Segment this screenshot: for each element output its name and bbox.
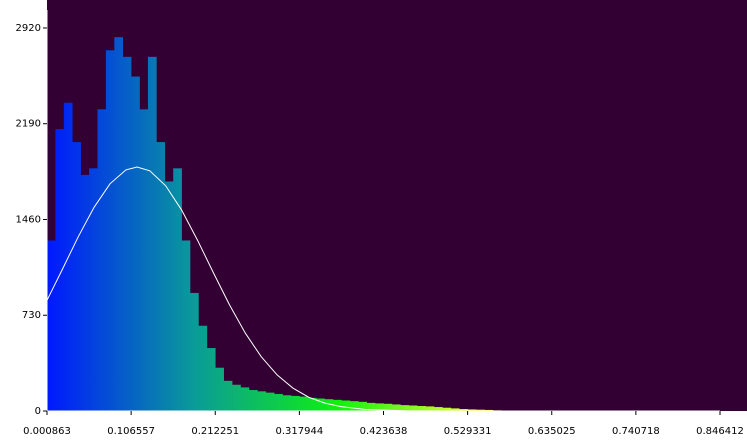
- bar: [114, 37, 124, 412]
- bar: [164, 181, 174, 411]
- bar: [80, 174, 90, 411]
- bar: [97, 109, 107, 412]
- bar: [433, 407, 443, 411]
- bar: [391, 404, 401, 411]
- bar: [358, 401, 367, 411]
- bar: [383, 403, 393, 411]
- bar: [240, 387, 250, 411]
- bar: [156, 142, 166, 411]
- bar: [282, 395, 292, 411]
- bar: [400, 405, 410, 411]
- bar: [190, 292, 199, 411]
- bar: [307, 397, 317, 411]
- bar: [223, 380, 233, 411]
- bar: [450, 408, 460, 411]
- bar: [47, 240, 56, 411]
- bar: [408, 405, 418, 411]
- bar: [274, 393, 283, 411]
- y-tick-label: 730: [22, 310, 41, 321]
- bar: [72, 142, 81, 411]
- x-tick-label: 0.423638: [360, 426, 408, 437]
- x-tick-label: 0.846412: [696, 426, 744, 437]
- bar: [131, 76, 140, 411]
- bar: [366, 402, 376, 411]
- bar: [248, 390, 258, 411]
- bar: [139, 109, 149, 412]
- bar: [375, 403, 384, 411]
- bar: [459, 409, 468, 411]
- bar: [265, 392, 275, 411]
- y-tick-label: 2190: [16, 119, 41, 130]
- bar: [484, 409, 494, 411]
- bar: [324, 399, 334, 411]
- y-tick-label: 2920: [16, 23, 41, 34]
- bar: [341, 400, 351, 411]
- bar: [232, 384, 241, 411]
- fit-curve: [46, 166, 720, 412]
- bar: [206, 348, 216, 411]
- x-tick-label: 0.317944: [276, 426, 324, 437]
- bar: [425, 406, 435, 411]
- x-tick-label: 0.000863: [23, 426, 71, 437]
- bar: [198, 325, 208, 411]
- bar: [105, 50, 115, 411]
- x-tick-label: 0.635025: [528, 426, 576, 437]
- bar: [257, 391, 267, 411]
- x-tick-label: 0.740718: [612, 426, 660, 437]
- bar: [467, 409, 477, 411]
- bar: [122, 56, 132, 411]
- bar: [215, 367, 224, 411]
- bar: [55, 128, 65, 411]
- bar: [290, 395, 300, 411]
- bar: [442, 407, 452, 411]
- y-tick-label: 1460: [16, 214, 41, 225]
- y-tick-label: 0: [35, 406, 41, 417]
- x-tick-label: 0.106557: [107, 426, 155, 437]
- bar: [316, 398, 325, 411]
- bar: [299, 396, 309, 411]
- bar: [417, 406, 426, 411]
- bar: [89, 168, 98, 411]
- bar: [181, 240, 191, 411]
- bar: [349, 401, 359, 411]
- bar: [147, 56, 157, 411]
- bar: [476, 409, 485, 411]
- bar: [173, 168, 182, 411]
- x-tick-label: 0.529331: [444, 426, 492, 437]
- x-tick-label: 0.212251: [191, 426, 239, 437]
